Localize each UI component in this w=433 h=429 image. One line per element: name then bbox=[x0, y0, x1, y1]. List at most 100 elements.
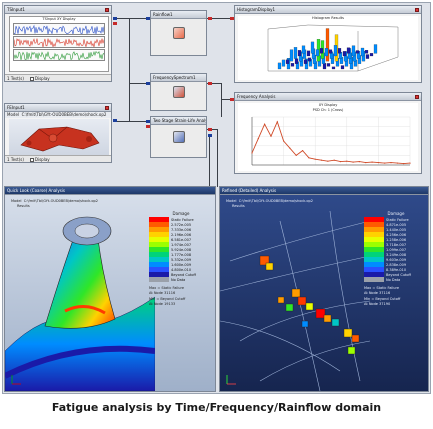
max-note: Max = Static Failure bbox=[149, 286, 185, 290]
histogram-bar bbox=[373, 43, 378, 53]
legend-label: 2.196e-006 bbox=[171, 232, 192, 237]
legend-entry: 2.196e-006 bbox=[149, 232, 213, 237]
connection-wire bbox=[221, 99, 233, 100]
min-node: At Node 37190 bbox=[364, 301, 391, 306]
feinput-panel[interactable]: FEInput1 Model C:\fmit\Tbl\GYt-OUD0BEB\d… bbox=[4, 103, 112, 163]
histogram-bar bbox=[303, 59, 308, 64]
quicklook-panel[interactable]: Quick Look (Coarse) Analysis Model C:\fm… bbox=[4, 186, 216, 392]
output-port[interactable] bbox=[208, 82, 212, 85]
legend-swatch bbox=[149, 247, 169, 252]
close-icon[interactable] bbox=[105, 106, 109, 110]
refined-model-row: Model C:\fmit\Tbl\GYt-OUD0BEB\demo\shock… bbox=[226, 199, 376, 204]
tsinput-panel[interactable]: TSInput1 TSInput XY Display 1 Test(s) Dis… bbox=[4, 5, 112, 82]
psd-data-point bbox=[339, 161, 342, 163]
connection-wire bbox=[207, 129, 217, 130]
legend-label: Beyond Cutoff bbox=[171, 272, 196, 277]
histogram-bar bbox=[325, 27, 330, 61]
legend-entry: 4.871e-005 bbox=[364, 222, 428, 227]
legend-entry: 7.333e-006 bbox=[149, 227, 213, 232]
feinput-model-row: Model C:\fmit\Tbl\GYt-OUD0BEB\demo\shock… bbox=[5, 112, 111, 118]
legend-swatch bbox=[364, 277, 384, 282]
legend-label: 2.572e-005 bbox=[171, 222, 192, 227]
frequency-plot: XY Display PSD Ch: 1 (Cross) bbox=[238, 103, 418, 171]
tsinput-display-title: TSInput XY Display bbox=[42, 17, 76, 21]
frequency-panel[interactable]: Frequency Analysis XY Display PSD Ch: 1 … bbox=[234, 92, 422, 174]
histogram-plot: Histogram Results bbox=[238, 16, 418, 80]
input-port[interactable] bbox=[146, 125, 150, 128]
signal-strip bbox=[13, 36, 105, 48]
psd-data-point bbox=[276, 121, 278, 123]
fe-model-view bbox=[9, 119, 109, 155]
display-checkbox[interactable] bbox=[29, 77, 34, 81]
connection-wire bbox=[221, 83, 222, 117]
histogram-bar bbox=[289, 49, 294, 61]
legend-label: 2.838e-009 bbox=[386, 262, 407, 267]
output-port[interactable] bbox=[113, 22, 117, 25]
histogram-bar bbox=[324, 47, 329, 56]
output-port[interactable] bbox=[208, 17, 212, 20]
rainflow-node[interactable]: Rainflow1 bbox=[150, 10, 207, 56]
min-note: Min = Beyond Cutoff bbox=[149, 297, 186, 301]
tsinput-display: TSInput XY Display bbox=[9, 16, 109, 72]
histogram-bar bbox=[281, 59, 286, 67]
input-port[interactable] bbox=[146, 120, 150, 123]
spectrum-node[interactable]: FrequencySpectrum1 bbox=[150, 73, 207, 111]
output-port[interactable] bbox=[208, 134, 212, 137]
psd-data-point bbox=[327, 160, 329, 162]
psd-data-point bbox=[257, 138, 259, 140]
output-port[interactable] bbox=[113, 119, 117, 122]
output-port[interactable] bbox=[208, 128, 212, 131]
legend-label: 1.258e-006 bbox=[386, 237, 407, 242]
test-count: 1 Test(s) bbox=[7, 157, 24, 162]
results-label: Results bbox=[232, 204, 245, 208]
spectrum-node-title: FrequencySpectrum1 bbox=[151, 74, 206, 82]
psd-data-point bbox=[365, 162, 367, 164]
input-port[interactable] bbox=[230, 17, 234, 20]
input-port[interactable] bbox=[230, 98, 234, 101]
model-label: Model bbox=[7, 112, 20, 117]
legend-entry: No Data bbox=[364, 277, 428, 282]
legend-entry: 1.974e-007 bbox=[149, 242, 213, 247]
legend-swatch bbox=[149, 262, 169, 267]
histogram-bar bbox=[307, 57, 312, 61]
input-port[interactable] bbox=[146, 17, 150, 20]
rainflow-icon bbox=[172, 27, 185, 39]
histogram-bar bbox=[365, 53, 370, 59]
connection-wire bbox=[117, 121, 147, 122]
refined-panel[interactable]: Refined (Detailed) Analysis Model C:\fmi… bbox=[219, 186, 429, 392]
legend-swatch bbox=[364, 262, 384, 267]
legend-swatch bbox=[149, 222, 169, 227]
psd-data-point bbox=[314, 158, 316, 160]
histogram-bar bbox=[342, 50, 347, 56]
psd-series-line bbox=[251, 120, 411, 165]
legend-label: 1.777e-008 bbox=[171, 252, 192, 257]
max-note: Max = Static Failure bbox=[364, 286, 400, 290]
legend-label: 4.800e-010 bbox=[171, 267, 192, 272]
legend-swatch bbox=[364, 242, 384, 247]
output-port[interactable] bbox=[113, 17, 117, 20]
histogram-panel[interactable]: HistogramDisplay1 Histogram Results bbox=[234, 5, 422, 83]
connection-wire bbox=[129, 18, 130, 122]
legend-entry: 1.777e-008 bbox=[149, 252, 213, 257]
close-icon[interactable] bbox=[415, 95, 419, 99]
strain-life-node[interactable]: Two Stage Strain-Life Analysis bbox=[150, 116, 207, 158]
legend-swatch bbox=[364, 222, 384, 227]
close-icon[interactable] bbox=[415, 8, 419, 12]
histogram-bar bbox=[322, 62, 327, 69]
tsinput-footer: 1 Test(s) Display bbox=[5, 74, 111, 81]
plot-axes bbox=[251, 117, 410, 166]
display-checkbox[interactable] bbox=[29, 158, 34, 162]
psd-data-point bbox=[251, 152, 253, 154]
psd-data-point bbox=[283, 140, 285, 142]
histogram-bar bbox=[306, 50, 311, 56]
legend-swatch bbox=[149, 277, 169, 282]
histogram-bar bbox=[340, 64, 345, 69]
legend-entry: 1.440e-005 bbox=[364, 227, 428, 232]
close-icon[interactable] bbox=[105, 8, 109, 12]
damage-contour-model bbox=[5, 216, 155, 391]
histogram-bar bbox=[326, 62, 331, 67]
axis-triad-icon bbox=[226, 375, 236, 385]
signal-trace bbox=[14, 24, 104, 34]
legend-entry: 9.603e-009 bbox=[364, 257, 428, 262]
input-port[interactable] bbox=[146, 82, 150, 85]
